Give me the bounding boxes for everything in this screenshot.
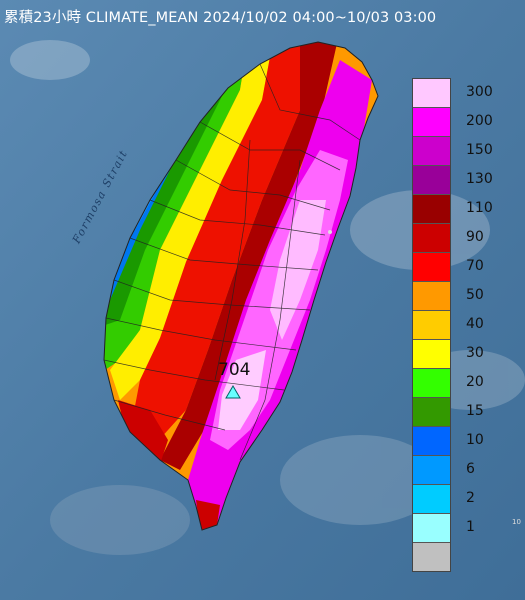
legend-label: 15 (466, 402, 484, 419)
legend-swatch (413, 456, 450, 485)
legend-label: 50 (466, 287, 484, 304)
legend-label: 130 (466, 171, 493, 188)
map-title: 累積23小時 CLIMATE_MEAN 2024/10/02 04:00~10/… (4, 10, 437, 26)
legend-label: 10 (466, 431, 484, 448)
legend-swatch (413, 485, 450, 514)
legend-swatch (413, 79, 450, 108)
legend-swatch (413, 311, 450, 340)
legend-swatch (413, 369, 450, 398)
legend-swatch (413, 166, 450, 195)
legend-labels: 300 200 150 130 110 90 70 50 40 30 20 15 10 6 2 1 (466, 78, 521, 570)
legend-label: 200 (466, 113, 493, 130)
peak-value-label: 704 (218, 360, 251, 380)
legend-swatch (413, 282, 450, 311)
corner-mark: 10 (512, 518, 521, 526)
legend-label: 30 (466, 344, 484, 361)
legend-swatch (413, 340, 450, 369)
legend-label: 90 (466, 229, 484, 246)
legend-label: 40 (466, 316, 484, 332)
legend-swatch (413, 195, 450, 224)
legend-swatch (413, 253, 450, 282)
legend-label: 110 (466, 200, 493, 217)
legend-label: 300 (466, 84, 493, 101)
legend-label: 70 (466, 258, 484, 275)
peak-triangle-marker (225, 385, 241, 399)
legend-swatch (413, 398, 450, 427)
legend-label: 2 (466, 489, 475, 506)
legend-label: 1 (466, 518, 475, 535)
legend-label: 20 (466, 373, 484, 390)
legend-swatch (413, 108, 450, 137)
legend-swatch (413, 427, 450, 456)
legend-swatch (413, 543, 450, 571)
legend-label: 150 (466, 142, 493, 159)
legend-swatch (413, 514, 450, 543)
legend-label: 6 (466, 460, 475, 477)
legend-swatch (413, 137, 450, 166)
color-legend (412, 78, 451, 572)
legend-swatch (413, 224, 450, 253)
